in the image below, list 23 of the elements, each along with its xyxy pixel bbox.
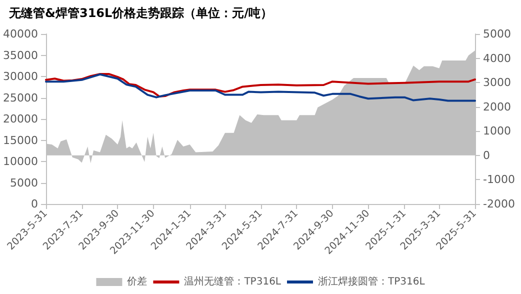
legend-label: 温州无缝管：TP316L	[184, 276, 282, 288]
y2-tick-label: -2000	[483, 198, 515, 210]
y-tick-label: 35000	[2, 48, 38, 62]
y2-tick-label: 2000	[483, 100, 511, 114]
chart-title: 无缝管&焊管316L价格走势跟踪（单位：元/吨）	[8, 6, 273, 20]
y2-tick-label: 4000	[483, 52, 511, 65]
y-tick-label: 25000	[2, 91, 38, 104]
y-tick-label: 0	[30, 198, 38, 210]
y-tick-label: 5000	[10, 176, 38, 190]
y-tick-label: 30000	[2, 70, 38, 83]
y2-tick-label: 1000	[483, 124, 511, 138]
y-tick-label: 40000	[2, 28, 38, 40]
line-series	[44, 72, 476, 98]
y-tick-label: 15000	[2, 134, 38, 147]
y2-tick-label: 3000	[483, 76, 511, 90]
legend-label: 浙江焊接圆管：TP316L	[318, 276, 426, 288]
y2-tick-label: 5000	[483, 28, 511, 40]
line-series	[44, 73, 476, 102]
y2-tick-label: -1000	[483, 173, 515, 186]
y-tick-label: 20000	[2, 112, 38, 126]
y2-tick-label: 0	[483, 148, 490, 162]
legend-label: 价差	[126, 276, 148, 288]
y-tick-label: 10000	[2, 155, 38, 168]
